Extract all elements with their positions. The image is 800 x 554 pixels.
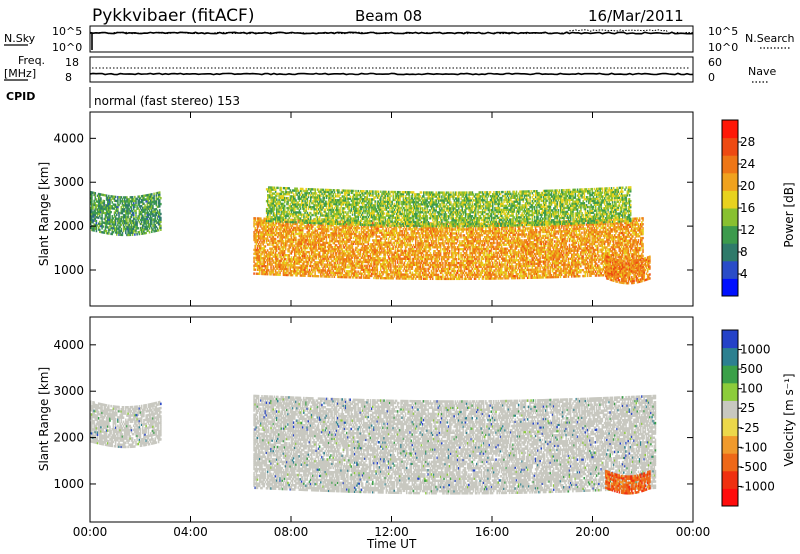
nsearch-tick-top: 10^5 [708, 25, 738, 38]
power-data [90, 186, 651, 284]
power-cell [136, 221, 138, 223]
power-cell [159, 209, 161, 211]
power-cell [254, 217, 256, 219]
power-cell [253, 272, 255, 274]
freq-unit: [MHz] [4, 67, 36, 80]
nsky-trace [90, 32, 693, 50]
power-cell [139, 231, 141, 233]
power-cell [111, 215, 113, 217]
cpid-label: CPID [6, 90, 35, 103]
radar-title: Pykkvibaer (fitACF) [92, 6, 254, 26]
power-cell [149, 231, 151, 233]
power-cell [153, 193, 155, 195]
power-cell [304, 233, 306, 235]
cpid-mode: normal (fast stereo) 153 [94, 94, 240, 108]
nsearch-label: N.Search [745, 32, 795, 45]
power-cell [259, 229, 261, 231]
power-cell [283, 240, 285, 242]
nsky-tick-top: 10^5 [52, 25, 82, 38]
power-cell [449, 250, 451, 252]
nsearch-tick-bottom: 10^0 [708, 41, 738, 54]
power-cell [425, 268, 427, 270]
nsky-tick-bottom: 10^0 [52, 41, 82, 54]
power-cell [115, 196, 117, 198]
power-cell [110, 211, 112, 213]
power-cell [148, 220, 150, 222]
power-cell [423, 254, 425, 256]
power-cell [268, 269, 270, 271]
power-cell [100, 197, 102, 199]
freq-panel: Freq. [MHz] 18 8 60 0 Nave [4, 54, 776, 84]
power-cell [99, 221, 101, 223]
power-cell [111, 201, 113, 203]
power-cell [151, 193, 153, 195]
power-cell [265, 245, 267, 247]
power-cell [285, 258, 287, 260]
power-cell [295, 237, 297, 239]
power-cell [152, 205, 154, 207]
nave-label: Nave [748, 65, 776, 78]
power-cell [99, 229, 101, 231]
power-cell [160, 203, 162, 205]
power-cell [106, 230, 108, 232]
power-cell [268, 239, 270, 241]
freq-tick-bottom: 8 [65, 71, 72, 84]
power-cell [102, 225, 104, 227]
power-cell [160, 217, 162, 219]
power-cell [95, 192, 97, 194]
power-cell [121, 196, 123, 198]
power-cell [160, 197, 162, 199]
power-cell [121, 228, 123, 230]
nsky-label: N.Sky [4, 32, 36, 45]
power-cell [275, 238, 277, 240]
power-cell [318, 275, 320, 277]
nave-tick-top: 60 [708, 56, 722, 69]
power-cell [96, 220, 98, 222]
power-cell [133, 212, 135, 214]
power-cell [145, 232, 147, 234]
power-cell [273, 265, 275, 267]
power-cell [260, 217, 262, 219]
power-cell [115, 204, 117, 206]
power-cell [265, 249, 267, 251]
power-cell [134, 233, 136, 235]
beam-label: Beam 08 [355, 7, 422, 25]
power-cell [291, 256, 293, 258]
power-cell [159, 199, 161, 201]
power-cell [106, 194, 108, 196]
power-cell [254, 269, 256, 271]
noise-panel: N.Sky 10^5 10^0 10^5 10^0 N.Search [4, 25, 795, 54]
date-label: 16/Mar/2011 [588, 7, 684, 25]
power-cell [135, 210, 137, 212]
nave-tick-bottom: 0 [708, 71, 715, 84]
power-cell [159, 191, 161, 193]
power-cell [104, 200, 106, 202]
power-cell [136, 233, 138, 235]
power-cell [442, 262, 444, 264]
freq-tick-top: 18 [65, 56, 79, 69]
power-cell [416, 236, 418, 238]
freq-label: Freq. [18, 54, 45, 67]
power-cell [160, 225, 162, 227]
power-cell [160, 213, 162, 215]
power-cell [137, 227, 139, 229]
power-cell [456, 258, 458, 260]
power-cell [442, 274, 444, 276]
power-cell [254, 227, 256, 229]
power-cell [358, 227, 360, 229]
power-cell [278, 246, 280, 248]
freq-trace [90, 73, 693, 74]
power-cell [108, 195, 110, 197]
power-cell [96, 198, 98, 200]
power-cell [273, 259, 275, 261]
power-cell [267, 249, 269, 251]
power-cell [158, 229, 160, 231]
